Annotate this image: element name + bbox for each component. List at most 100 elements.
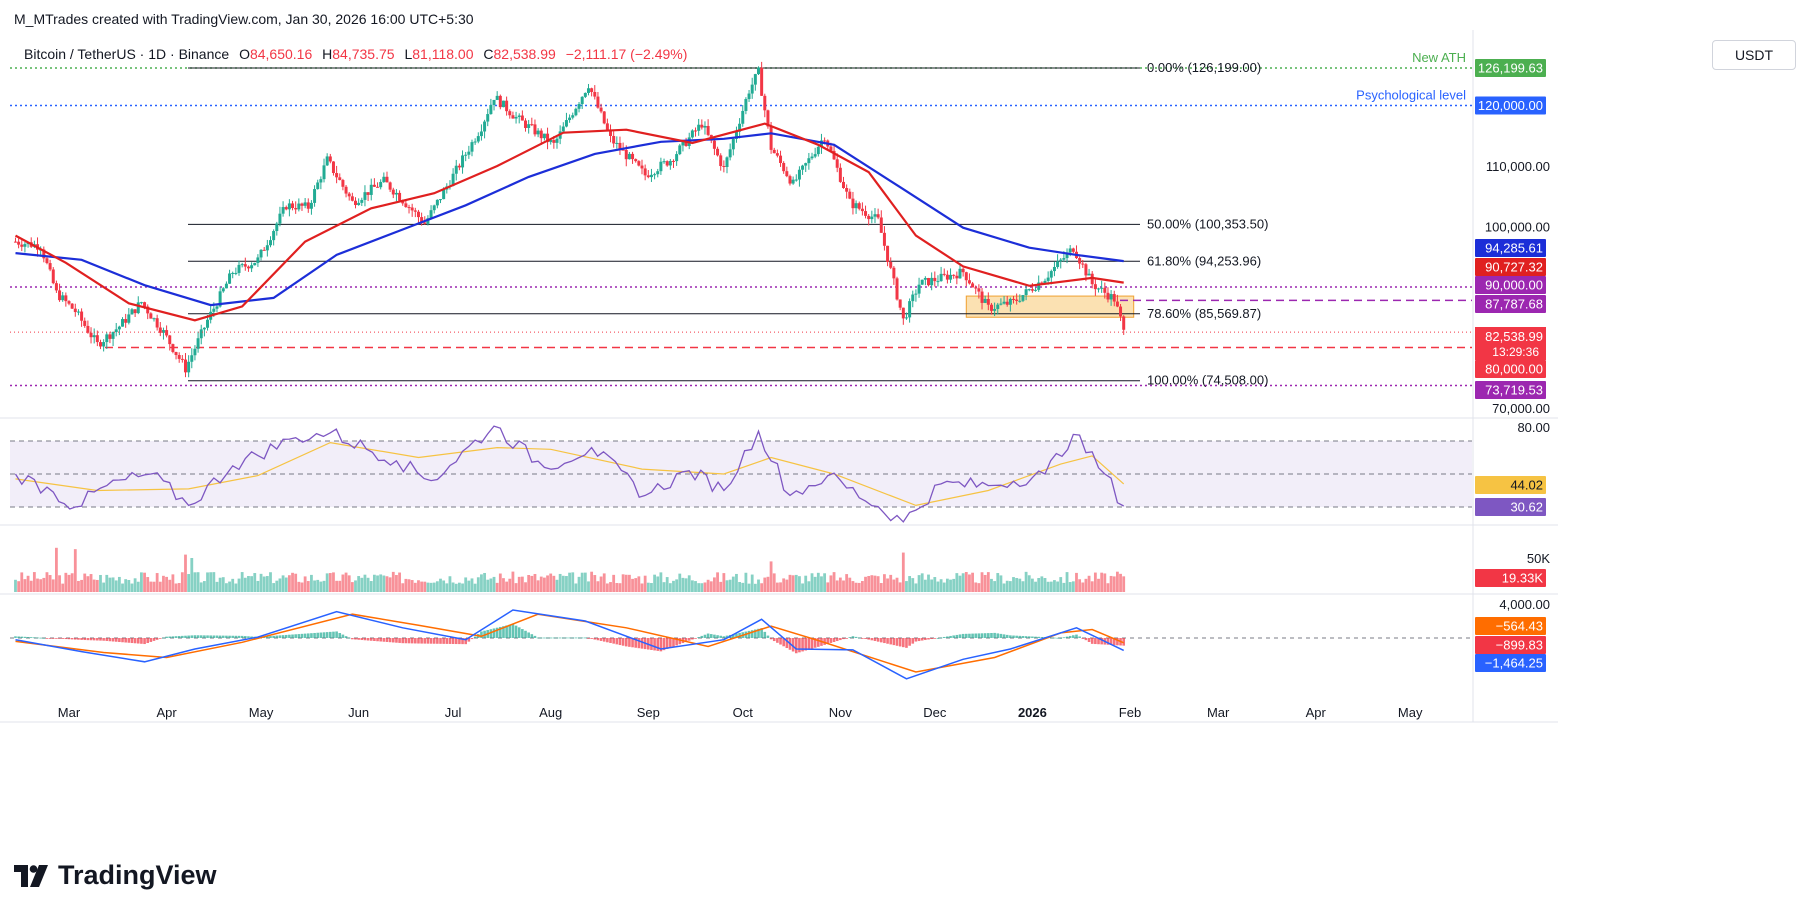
candle-body [609, 129, 613, 136]
volume-bar [143, 572, 146, 592]
volume-bar [464, 577, 468, 592]
macd-histogram-bar [587, 638, 590, 639]
macd-histogram-bar [335, 631, 338, 638]
macd-histogram-bar [1037, 636, 1040, 638]
macd-histogram-bar [593, 638, 597, 640]
volume-bar [687, 575, 691, 592]
symbol-name[interactable]: Bitcoin / TetherUS · 1D · Binance [24, 46, 230, 62]
macd-histogram-bar [760, 628, 763, 638]
volume-bar [228, 581, 231, 592]
macd-histogram-tag: −899.83 [1496, 638, 1543, 653]
volume-bar [294, 573, 298, 592]
macd-histogram-bar [659, 638, 663, 652]
volume-bar [738, 582, 742, 592]
candle-body [816, 146, 820, 155]
candle-body [533, 124, 537, 135]
volume-bar [313, 580, 316, 592]
macd-histogram-bar [385, 638, 389, 642]
macd-histogram-bar [303, 633, 307, 638]
macd-histogram-bar [571, 637, 575, 639]
macd-histogram-bar [379, 638, 382, 642]
volume-bar [133, 578, 137, 592]
volume-bar [1005, 580, 1009, 592]
macd-histogram-bar [527, 632, 530, 638]
macd-histogram-bar [791, 638, 795, 652]
volume-bar [55, 547, 58, 592]
macd-histogram-bar [338, 633, 342, 638]
candle-body [376, 186, 380, 188]
candle-body [287, 203, 291, 210]
volume-bar [596, 581, 600, 592]
candle-body [133, 309, 137, 314]
macd-histogram-bar [492, 628, 496, 638]
volume-bar [788, 574, 792, 592]
macd-histogram-bar [373, 638, 376, 641]
macd-histogram-bar [990, 633, 993, 638]
candle-body [712, 140, 716, 149]
candle-body [13, 241, 17, 243]
macd-histogram-bar [854, 636, 858, 638]
macd-histogram-bar [1122, 638, 1126, 646]
candle-body [369, 184, 373, 195]
macd-histogram-bar [407, 638, 411, 644]
volume-bar [1122, 576, 1126, 592]
macd-histogram-bar [67, 638, 71, 640]
macd-histogram-bar [536, 637, 540, 639]
candle-body [1112, 294, 1116, 302]
volume-bar [835, 580, 839, 592]
candle-body [262, 249, 266, 251]
macd-histogram-bar [357, 638, 360, 640]
macd-histogram-bar [83, 638, 87, 641]
candle-body [744, 99, 748, 111]
volume-bar [1002, 583, 1006, 592]
candle-body [785, 171, 789, 177]
macd-histogram-bar [1049, 637, 1053, 639]
candle-body [76, 311, 80, 313]
candle-body [379, 181, 383, 188]
candle-body [1119, 306, 1123, 317]
volume-bar [1116, 571, 1119, 592]
macd-histogram-bar [879, 638, 883, 643]
candle-body [231, 272, 235, 274]
volume-bar [857, 582, 861, 592]
macd-histogram-bar [621, 638, 625, 646]
volume-bar [45, 572, 49, 592]
volume-bar [662, 582, 666, 592]
candle-body [64, 295, 68, 302]
volume-bar [923, 579, 927, 592]
candle-body [61, 295, 65, 301]
macd-histogram-bar [889, 638, 893, 645]
candle-body [467, 151, 471, 155]
candle-body [967, 280, 971, 284]
currency-button[interactable]: USDT [1712, 40, 1796, 70]
ema-fast-tag-bg [1475, 258, 1546, 276]
close-label: C [483, 46, 494, 62]
candle-body [250, 265, 254, 269]
candle-body [17, 241, 21, 245]
volume-bar [694, 581, 697, 592]
macd-histogram-tag-bg [1475, 636, 1546, 654]
macd-histogram-bar [574, 637, 578, 639]
volume-bar [187, 574, 191, 592]
volume-bar [668, 583, 672, 592]
volume-bar [61, 583, 65, 592]
candle-body [955, 275, 959, 279]
candle-body [202, 327, 206, 330]
volume-bar [502, 578, 505, 592]
macd-histogram-bar [514, 625, 518, 638]
candle-body [143, 302, 147, 307]
macd-histogram-bar [927, 638, 930, 640]
macd-histogram-bar [322, 632, 326, 638]
macd-histogram-bar [118, 638, 121, 642]
macd-histogram-bar [162, 637, 165, 639]
macd-histogram-bar [794, 638, 798, 654]
tradingview-logo[interactable]: TradingView [14, 860, 217, 891]
candle-body [621, 149, 625, 151]
volume-bar [86, 576, 90, 592]
volume-bar [605, 583, 609, 592]
candle-body [580, 96, 584, 105]
volume-bar [168, 579, 172, 592]
candle-body [199, 329, 203, 339]
volume-bar [1087, 575, 1091, 592]
